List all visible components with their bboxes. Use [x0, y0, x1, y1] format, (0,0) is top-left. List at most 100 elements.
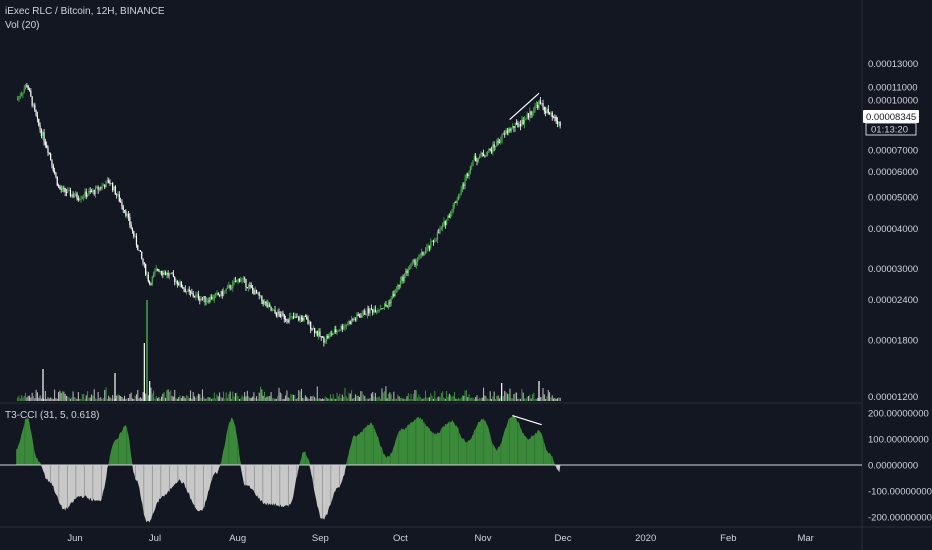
- candle-body: [233, 280, 235, 283]
- symbol-legend[interactable]: iExec RLC / Bitcoin, 12H, BINANCE: [5, 6, 165, 17]
- candle-body: [63, 187, 65, 189]
- indicator-legend[interactable]: T3-CCI (31, 5, 0.618): [5, 410, 100, 421]
- volume-bar: [91, 394, 93, 401]
- candle-body: [538, 100, 540, 108]
- candle-body: [50, 153, 52, 160]
- volume-bar: [137, 389, 139, 401]
- candle-body: [395, 289, 398, 291]
- volume-bar: [386, 398, 388, 401]
- volume-bar: [93, 389, 95, 401]
- volume-bar: [69, 398, 71, 401]
- volume-bar: [139, 397, 141, 401]
- volume-bar: [329, 394, 331, 401]
- volume-bar: [204, 398, 206, 401]
- candle-body: [30, 90, 32, 97]
- volume-bar: [223, 391, 225, 401]
- volume-bar: [535, 398, 537, 401]
- candle-body: [275, 312, 277, 317]
- candle-body: [444, 221, 446, 226]
- volume-bar: [493, 391, 495, 401]
- candle-body: [382, 307, 384, 309]
- volume-bar: [232, 391, 234, 401]
- candle-body: [26, 85, 28, 87]
- candle-body: [420, 252, 423, 255]
- volume-bar: [380, 398, 382, 401]
- candle-body: [407, 269, 409, 273]
- volume-bar: [531, 394, 533, 401]
- candle-body: [19, 95, 21, 97]
- candle-body: [106, 180, 108, 182]
- candle-body: [180, 281, 182, 288]
- volume-bar: [524, 398, 526, 401]
- volume-bar: [446, 391, 448, 401]
- volume-bar: [522, 392, 524, 401]
- candle-body: [406, 270, 408, 273]
- volume-legend[interactable]: Vol (20): [5, 20, 40, 31]
- candle-body: [547, 109, 549, 114]
- candle-body: [105, 180, 107, 188]
- candle-body: [438, 232, 440, 234]
- candle-body: [307, 319, 309, 324]
- volume-bar: [366, 398, 368, 401]
- volume-bar: [182, 395, 184, 401]
- volume-bar: [348, 392, 350, 401]
- candle-body: [409, 267, 411, 270]
- volume-bar: [345, 396, 347, 401]
- time-axis[interactable]: Jun Jul Aug Sep Oct Nov Dec 2020 Feb Mar: [67, 533, 814, 544]
- candle-body: [456, 200, 458, 203]
- volume-bar: [105, 387, 107, 401]
- volume-spike: [42, 369, 44, 401]
- last-price-marker: 0.00008345 01:13:20: [863, 110, 919, 136]
- candle-body: [179, 281, 181, 286]
- candle-body: [123, 209, 126, 212]
- volume-bar: [402, 398, 404, 401]
- candle-body: [108, 180, 110, 184]
- candle-body: [350, 319, 353, 325]
- volume-bar: [207, 397, 209, 401]
- candle-body: [109, 183, 111, 184]
- candle-body: [552, 116, 555, 118]
- price-tick-label: 0.00003000: [868, 264, 918, 275]
- candle-body: [508, 129, 510, 133]
- volume-bar: [496, 395, 498, 401]
- candle-body: [68, 189, 70, 191]
- volume-bar: [450, 394, 452, 401]
- candle-body: [452, 204, 454, 212]
- candle-body: [345, 324, 347, 326]
- volume-bar: [203, 396, 205, 401]
- candle-body: [451, 211, 453, 213]
- cci-stripes: [15, 418, 553, 520]
- volume-bar: [178, 397, 180, 401]
- volume-bar: [448, 393, 450, 401]
- candle-body: [510, 127, 512, 132]
- volume-bar: [419, 396, 421, 401]
- candle-body: [354, 318, 357, 320]
- volume-bar: [254, 397, 256, 401]
- candle-body: [240, 279, 242, 282]
- price-trendline[interactable]: [509, 92, 540, 121]
- volume-bar: [133, 398, 135, 401]
- candle-body: [284, 318, 287, 320]
- candle-body: [22, 92, 24, 95]
- candle-body: [319, 331, 321, 337]
- volume-spike-large: [146, 300, 148, 401]
- candle-body: [134, 236, 136, 237]
- volume-bar: [331, 398, 333, 401]
- candle-body: [191, 292, 193, 294]
- volume-bar: [229, 391, 231, 401]
- candle-body: [81, 197, 83, 199]
- volume-bar: [347, 398, 349, 401]
- volume-bar: [425, 390, 427, 401]
- cci-axis[interactable]: 200.00000000 100.00000000 0.00000000 -100.0…: [868, 409, 932, 524]
- candle-body: [522, 119, 524, 125]
- cci-trendline[interactable]: [512, 415, 542, 426]
- volume-bar: [102, 398, 104, 401]
- candle-body: [365, 314, 367, 315]
- cci-pane[interactable]: [0, 414, 862, 523]
- price-pane[interactable]: [17, 82, 561, 401]
- candle-body: [498, 142, 501, 144]
- volume-spike: [114, 373, 116, 401]
- candle-body: [442, 223, 444, 228]
- candle-body: [308, 321, 310, 324]
